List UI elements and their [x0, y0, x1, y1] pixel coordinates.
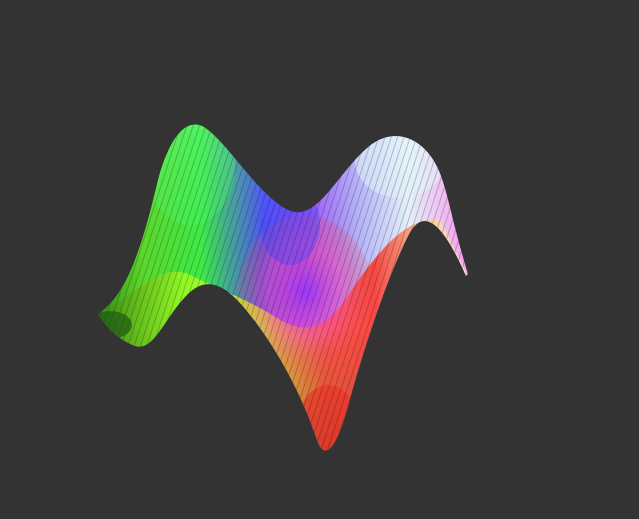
surface-left-tip-shadow [98, 311, 132, 339]
